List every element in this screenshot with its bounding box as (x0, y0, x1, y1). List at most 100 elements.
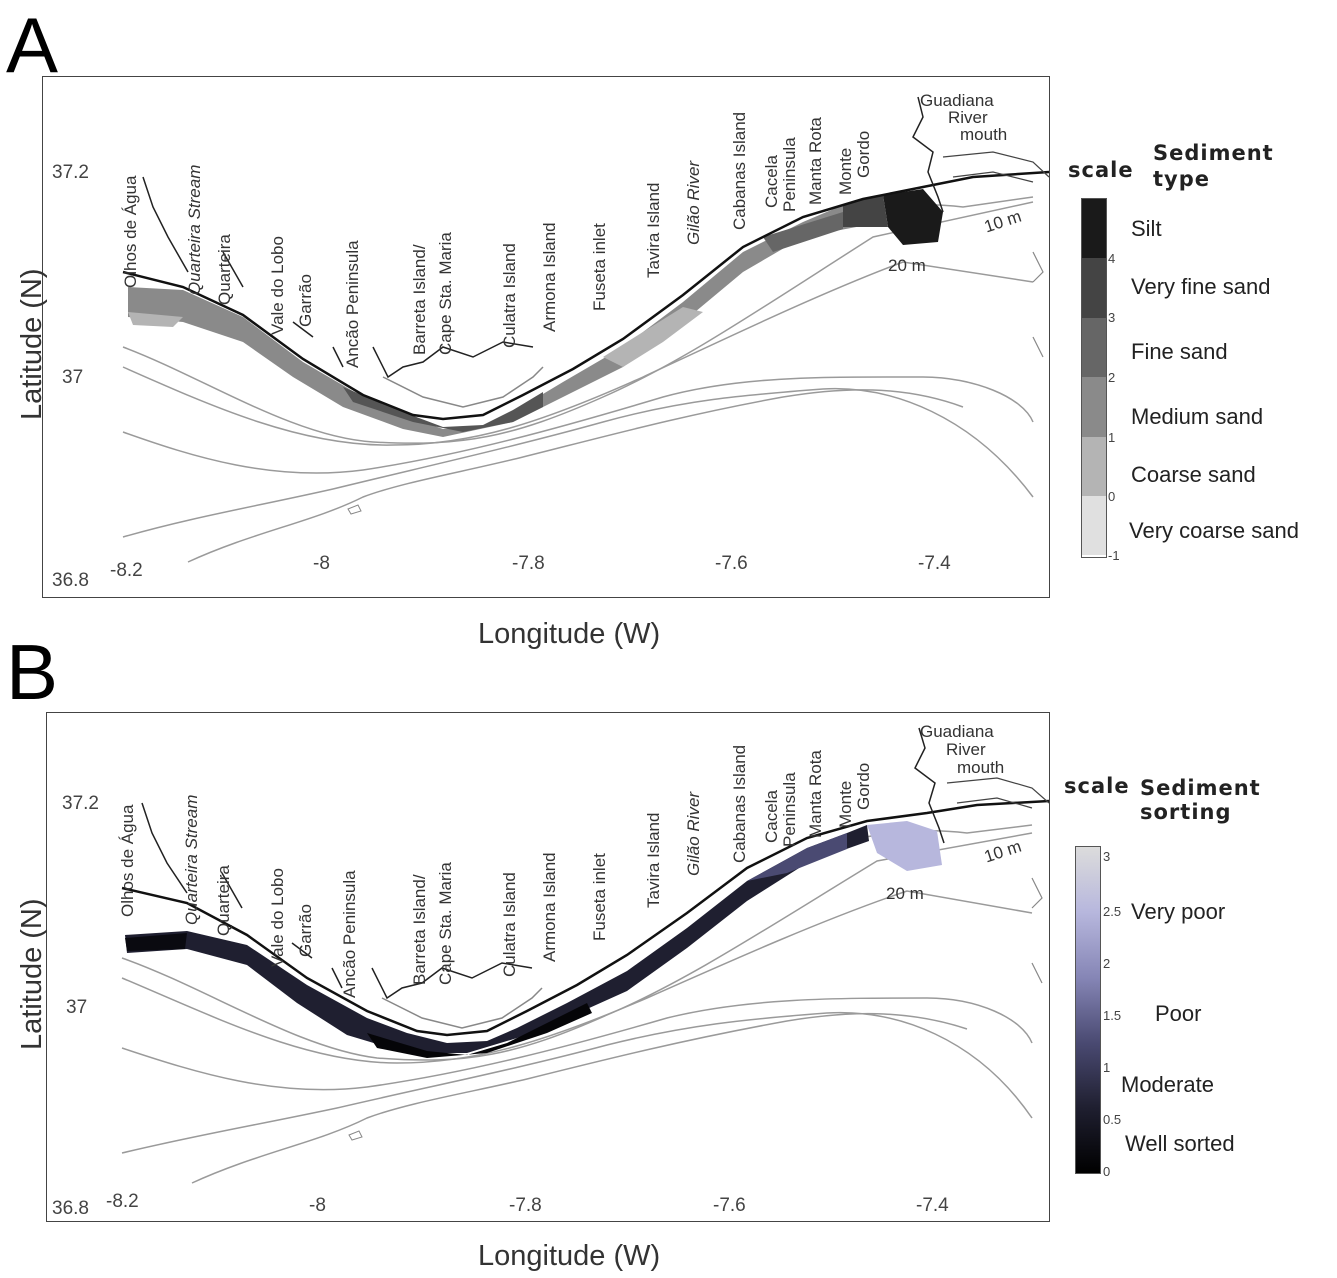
colorbar-swatch (1082, 318, 1106, 377)
sorting-moderate (747, 833, 847, 881)
colorbar-tick: 1 (1103, 1060, 1111, 1075)
land-outline (946, 777, 1050, 809)
legend-class-label: Fine sand (1131, 339, 1228, 364)
place-label: Fuseta inlet (590, 853, 609, 941)
place-label: Vale do Lobo (268, 236, 287, 335)
x-axis-title: Longitude (W) (478, 618, 661, 650)
panel-a-map-svg (122, 96, 1050, 563)
sediment-type-colorbar (1081, 198, 1107, 558)
sorting-moderate (125, 825, 869, 1053)
panel-a-map-frame (42, 76, 1050, 598)
place-label: Gordo (854, 130, 873, 178)
islet-outline (348, 1130, 363, 1141)
legend-scale-word: scale (1068, 158, 1134, 182)
x-tick-label: -8.2 (110, 560, 143, 581)
colorbar-tick: 4 (1108, 251, 1116, 266)
place-label: Fuseta inlet (590, 223, 609, 311)
legend-class-label: Very fine sand (1131, 274, 1271, 299)
colorbar-tick: 1 (1108, 430, 1116, 445)
legend-class-label: Poor (1155, 1001, 1202, 1026)
isobath-line (191, 1012, 968, 1184)
legend-title: type (1153, 167, 1211, 191)
place-label: Quarteira (214, 865, 233, 936)
colorbar-tick: 2.5 (1103, 904, 1122, 919)
sediment-very-fine-sand (843, 195, 888, 227)
place-label: Garrão (296, 904, 315, 957)
sorting-well-sorted (125, 933, 187, 951)
y-tick-label: 37.2 (52, 162, 89, 183)
y-tick-label: 36.8 (52, 570, 89, 591)
sorting-poor (867, 821, 942, 871)
place-label: Gilão River (684, 791, 703, 876)
coastline (121, 799, 1050, 1037)
y-tick-label: 37 (62, 367, 84, 388)
place-label: Cacela (762, 155, 781, 208)
sediment-coarse-sand (603, 307, 703, 367)
place-label: Vale do Lobo (268, 868, 287, 967)
place-label: Barreta Island/ (410, 874, 429, 985)
land-outline (942, 151, 1050, 183)
place-label: River (946, 740, 986, 759)
y-tick-label: 36.8 (52, 1198, 89, 1219)
isobath-line (121, 832, 1033, 1061)
place-label: Cabanas Island (730, 744, 749, 863)
y-axis-title: Latitude (N) (16, 898, 48, 1050)
colorbar-swatch (1082, 496, 1106, 555)
sediment-silt (883, 189, 943, 245)
place-label: Culatra Island (500, 872, 519, 977)
y-tick-label: 37 (66, 997, 88, 1018)
river-outline (914, 727, 945, 844)
isobath-line (121, 1011, 1033, 1154)
colorbar-tick: 0 (1108, 489, 1116, 504)
land-outline (142, 176, 534, 379)
land-outline (141, 802, 533, 1000)
x-tick-label: -8 (313, 553, 330, 574)
isobath-line (122, 387, 1034, 538)
isobath-line (122, 261, 1034, 446)
place-label: Ancão Peninsula (340, 870, 359, 998)
place-label: River (948, 108, 988, 127)
colorbar-swatch (1082, 377, 1106, 437)
place-label: Guadiana (920, 722, 994, 741)
river-outline (1032, 251, 1044, 358)
coastline (122, 170, 1050, 421)
sediment-coarse-sand (128, 312, 183, 327)
legend-class-label: Silt (1131, 216, 1162, 241)
place-label: Cacela (762, 790, 781, 843)
sediment-sorting-colorbar (1075, 846, 1101, 1174)
place-label: Armona Island (540, 222, 559, 332)
colorbar-swatch (1082, 437, 1106, 496)
place-label: Culatra Island (500, 243, 519, 348)
sediment-fine-sand (763, 212, 843, 252)
place-label: Cabanas Island (730, 111, 749, 230)
colorbar-tick: 0 (1103, 1164, 1111, 1179)
x-tick-label: -7.4 (918, 553, 951, 574)
colorbar-swatch (1082, 258, 1106, 318)
sorting-well-sorted (367, 1003, 592, 1058)
colorbar-tick: 3 (1108, 310, 1116, 325)
panel-b-letter: B (6, 628, 59, 716)
place-label: Olhos de Água (121, 175, 140, 288)
x-tick-label: -7.8 (509, 1195, 542, 1216)
place-label: Ancão Peninsula (343, 240, 362, 368)
colorbar-tick: 2 (1103, 956, 1111, 971)
depth-label: 20 m (888, 256, 926, 275)
legend-title: Sediment (1140, 776, 1261, 800)
colorbar-tick: -1 (1108, 548, 1120, 563)
place-label: Tavira Island (644, 182, 663, 278)
lagoon-outline (381, 987, 543, 1029)
lagoon-outline (382, 366, 544, 408)
place-label: Gilão River (684, 160, 703, 245)
place-label: Olhos de Água (118, 804, 137, 917)
place-label: Manta Rota (806, 750, 825, 838)
isobath-line (122, 376, 1034, 474)
place-label: Cape Sta. Maria (436, 232, 455, 355)
place-label: Manta Rota (806, 117, 825, 205)
legend-class-label: Very coarse sand (1129, 518, 1299, 543)
place-label: mouth (960, 125, 1008, 144)
islet-outline (347, 504, 362, 515)
depth-label: 20 m (886, 884, 924, 903)
legend-class-label: Well sorted (1125, 1131, 1235, 1156)
place-label: Tavira Island (644, 812, 663, 908)
x-axis-title: Longitude (W) (478, 1240, 661, 1272)
